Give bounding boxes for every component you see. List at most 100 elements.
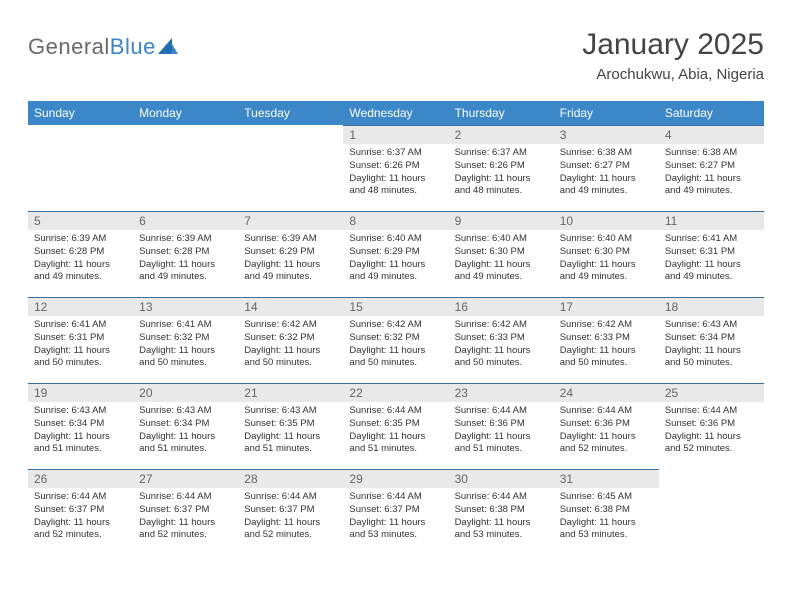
sunset-text: Sunset: 6:35 PM <box>244 418 337 431</box>
sunset-text: Sunset: 6:32 PM <box>349 332 442 345</box>
sunrise-text: Sunrise: 6:45 AM <box>560 491 653 504</box>
daylight-text: Daylight: 11 hours and 49 minutes. <box>349 259 442 285</box>
sunrise-text: Sunrise: 6:40 AM <box>560 233 653 246</box>
sunrise-text: Sunrise: 6:37 AM <box>349 147 442 160</box>
sunrise-text: Sunrise: 6:44 AM <box>349 405 442 418</box>
day-details: Sunrise: 6:44 AMSunset: 6:36 PMDaylight:… <box>449 402 554 462</box>
daylight-text: Daylight: 11 hours and 50 minutes. <box>665 345 758 371</box>
sunrise-text: Sunrise: 6:44 AM <box>349 491 442 504</box>
day-number: 23 <box>449 383 554 402</box>
day-details: Sunrise: 6:40 AMSunset: 6:30 PMDaylight:… <box>449 230 554 290</box>
daylight-text: Daylight: 11 hours and 53 minutes. <box>560 517 653 543</box>
calendar-day-cell: 6Sunrise: 6:39 AMSunset: 6:28 PMDaylight… <box>133 211 238 297</box>
header: GeneralBlue January 2025 Arochukwu, Abia… <box>28 28 764 83</box>
calendar-day-cell: 7Sunrise: 6:39 AMSunset: 6:29 PMDaylight… <box>238 211 343 297</box>
calendar-day-cell: 17Sunrise: 6:42 AMSunset: 6:33 PMDayligh… <box>554 297 659 383</box>
daylight-text: Daylight: 11 hours and 49 minutes. <box>665 173 758 199</box>
day-details: Sunrise: 6:44 AMSunset: 6:37 PMDaylight:… <box>238 488 343 548</box>
sunrise-text: Sunrise: 6:44 AM <box>455 491 548 504</box>
day-details: Sunrise: 6:44 AMSunset: 6:35 PMDaylight:… <box>343 402 448 462</box>
weekday-header: Wednesday <box>343 101 448 125</box>
sunrise-text: Sunrise: 6:37 AM <box>455 147 548 160</box>
sunset-text: Sunset: 6:38 PM <box>560 504 653 517</box>
calendar-day-cell: 10Sunrise: 6:40 AMSunset: 6:30 PMDayligh… <box>554 211 659 297</box>
sunset-text: Sunset: 6:36 PM <box>455 418 548 431</box>
day-number: 13 <box>133 297 238 316</box>
calendar-day-cell: 21Sunrise: 6:43 AMSunset: 6:35 PMDayligh… <box>238 383 343 469</box>
day-details: Sunrise: 6:39 AMSunset: 6:28 PMDaylight:… <box>133 230 238 290</box>
day-details: Sunrise: 6:41 AMSunset: 6:31 PMDaylight:… <box>28 316 133 376</box>
day-details: Sunrise: 6:37 AMSunset: 6:26 PMDaylight:… <box>343 144 448 204</box>
sunset-text: Sunset: 6:28 PM <box>34 246 127 259</box>
weekday-header: Sunday <box>28 101 133 125</box>
day-number: 16 <box>449 297 554 316</box>
day-details: Sunrise: 6:42 AMSunset: 6:32 PMDaylight:… <box>343 316 448 376</box>
calendar-day-cell: 16Sunrise: 6:42 AMSunset: 6:33 PMDayligh… <box>449 297 554 383</box>
sunset-text: Sunset: 6:37 PM <box>34 504 127 517</box>
calendar-day-cell <box>28 125 133 211</box>
day-details: Sunrise: 6:40 AMSunset: 6:30 PMDaylight:… <box>554 230 659 290</box>
sunrise-text: Sunrise: 6:44 AM <box>139 491 232 504</box>
sunset-text: Sunset: 6:28 PM <box>139 246 232 259</box>
calendar-day-cell: 22Sunrise: 6:44 AMSunset: 6:35 PMDayligh… <box>343 383 448 469</box>
day-details: Sunrise: 6:42 AMSunset: 6:33 PMDaylight:… <box>554 316 659 376</box>
calendar-day-cell: 29Sunrise: 6:44 AMSunset: 6:37 PMDayligh… <box>343 469 448 555</box>
sunset-text: Sunset: 6:36 PM <box>560 418 653 431</box>
day-details: Sunrise: 6:43 AMSunset: 6:35 PMDaylight:… <box>238 402 343 462</box>
sunset-text: Sunset: 6:37 PM <box>349 504 442 517</box>
day-number: 31 <box>554 469 659 488</box>
day-number: 4 <box>659 125 764 144</box>
day-details: Sunrise: 6:40 AMSunset: 6:29 PMDaylight:… <box>343 230 448 290</box>
sunrise-text: Sunrise: 6:38 AM <box>560 147 653 160</box>
brand-text-part1: General <box>28 34 110 60</box>
calendar-day-cell: 28Sunrise: 6:44 AMSunset: 6:37 PMDayligh… <box>238 469 343 555</box>
title-block: January 2025 Arochukwu, Abia, Nigeria <box>582 28 764 83</box>
sunset-text: Sunset: 6:33 PM <box>560 332 653 345</box>
day-number: 30 <box>449 469 554 488</box>
day-number: 3 <box>554 125 659 144</box>
calendar-day-cell <box>238 125 343 211</box>
calendar-day-cell: 11Sunrise: 6:41 AMSunset: 6:31 PMDayligh… <box>659 211 764 297</box>
daylight-text: Daylight: 11 hours and 49 minutes. <box>34 259 127 285</box>
sunrise-text: Sunrise: 6:42 AM <box>560 319 653 332</box>
sunrise-text: Sunrise: 6:44 AM <box>244 491 337 504</box>
daylight-text: Daylight: 11 hours and 51 minutes. <box>349 431 442 457</box>
sunset-text: Sunset: 6:38 PM <box>455 504 548 517</box>
day-number: 26 <box>28 469 133 488</box>
calendar-day-cell: 20Sunrise: 6:43 AMSunset: 6:34 PMDayligh… <box>133 383 238 469</box>
calendar-week-row: 26Sunrise: 6:44 AMSunset: 6:37 PMDayligh… <box>28 469 764 555</box>
day-number: 25 <box>659 383 764 402</box>
daylight-text: Daylight: 11 hours and 52 minutes. <box>665 431 758 457</box>
sunset-text: Sunset: 6:32 PM <box>244 332 337 345</box>
daylight-text: Daylight: 11 hours and 49 minutes. <box>244 259 337 285</box>
weekday-header: Tuesday <box>238 101 343 125</box>
day-number: 18 <box>659 297 764 316</box>
calendar-day-cell: 31Sunrise: 6:45 AMSunset: 6:38 PMDayligh… <box>554 469 659 555</box>
day-number: 12 <box>28 297 133 316</box>
day-number: 11 <box>659 211 764 230</box>
day-details: Sunrise: 6:43 AMSunset: 6:34 PMDaylight:… <box>133 402 238 462</box>
day-details: Sunrise: 6:45 AMSunset: 6:38 PMDaylight:… <box>554 488 659 548</box>
brand-logo: GeneralBlue <box>28 34 178 60</box>
day-number: 17 <box>554 297 659 316</box>
sunrise-text: Sunrise: 6:38 AM <box>665 147 758 160</box>
day-details: Sunrise: 6:44 AMSunset: 6:36 PMDaylight:… <box>659 402 764 462</box>
sunset-text: Sunset: 6:26 PM <box>349 160 442 173</box>
day-number: 6 <box>133 211 238 230</box>
calendar-day-cell: 30Sunrise: 6:44 AMSunset: 6:38 PMDayligh… <box>449 469 554 555</box>
calendar-day-cell: 15Sunrise: 6:42 AMSunset: 6:32 PMDayligh… <box>343 297 448 383</box>
day-details: Sunrise: 6:44 AMSunset: 6:37 PMDaylight:… <box>133 488 238 548</box>
calendar-day-cell: 23Sunrise: 6:44 AMSunset: 6:36 PMDayligh… <box>449 383 554 469</box>
sunset-text: Sunset: 6:34 PM <box>34 418 127 431</box>
sunset-text: Sunset: 6:37 PM <box>139 504 232 517</box>
sunrise-text: Sunrise: 6:42 AM <box>244 319 337 332</box>
day-details: Sunrise: 6:42 AMSunset: 6:32 PMDaylight:… <box>238 316 343 376</box>
daylight-text: Daylight: 11 hours and 53 minutes. <box>349 517 442 543</box>
calendar-week-row: 12Sunrise: 6:41 AMSunset: 6:31 PMDayligh… <box>28 297 764 383</box>
day-number: 24 <box>554 383 659 402</box>
calendar-day-cell: 5Sunrise: 6:39 AMSunset: 6:28 PMDaylight… <box>28 211 133 297</box>
calendar-day-cell: 19Sunrise: 6:43 AMSunset: 6:34 PMDayligh… <box>28 383 133 469</box>
day-number: 22 <box>343 383 448 402</box>
day-details: Sunrise: 6:44 AMSunset: 6:37 PMDaylight:… <box>28 488 133 548</box>
day-number: 7 <box>238 211 343 230</box>
